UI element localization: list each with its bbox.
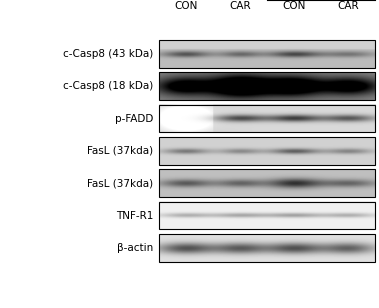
Bar: [159, 105, 375, 132]
Bar: [159, 234, 375, 262]
Text: p-FADD: p-FADD: [115, 114, 153, 124]
Text: CAR: CAR: [229, 1, 251, 11]
Text: FasL (37kda): FasL (37kda): [88, 178, 153, 188]
Text: CAR: CAR: [337, 1, 359, 11]
Text: c-Casp8 (43 kDa): c-Casp8 (43 kDa): [63, 49, 153, 59]
Bar: [159, 72, 375, 100]
Bar: [159, 169, 375, 197]
Text: CON: CON: [174, 1, 198, 11]
Text: TNF-R1: TNF-R1: [116, 211, 153, 221]
Bar: [159, 40, 375, 68]
Text: c-Casp8 (18 kDa): c-Casp8 (18 kDa): [63, 81, 153, 91]
Text: FasL (37kda): FasL (37kda): [88, 146, 153, 156]
Bar: [159, 202, 375, 229]
Text: CON: CON: [282, 1, 306, 11]
Text: β-actin: β-actin: [117, 243, 153, 253]
Bar: [159, 137, 375, 165]
